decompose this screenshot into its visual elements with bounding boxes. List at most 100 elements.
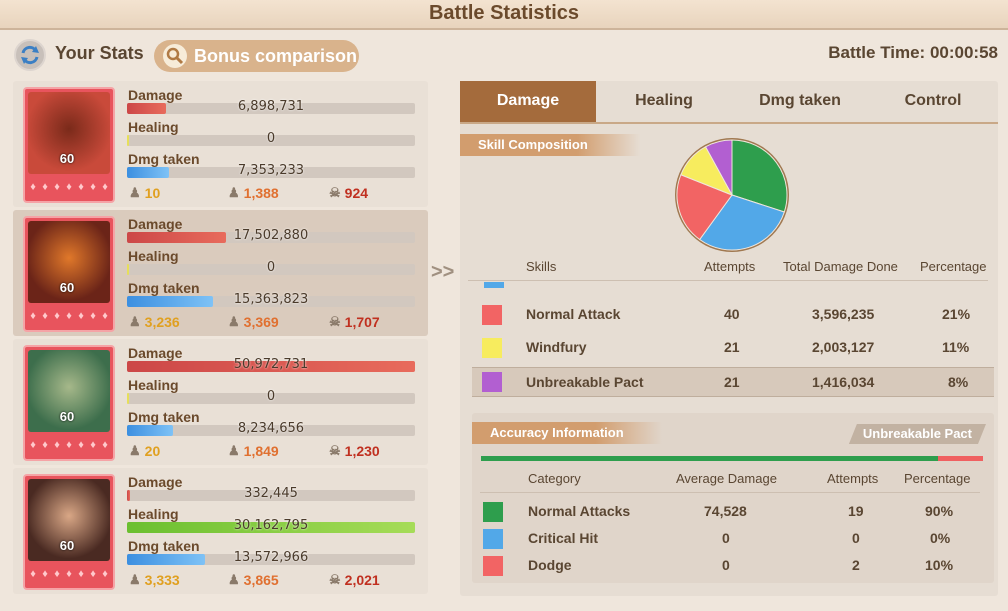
attempts-col-header: Attempts [827, 471, 879, 486]
accuracy-divider [480, 492, 980, 493]
category-name: Critical Hit [528, 530, 599, 546]
dmg-taken-bar: 7,353,233 [127, 163, 415, 178]
total-damage-col-header: Total Damage Done [783, 259, 898, 274]
category-swatch [483, 556, 503, 576]
skill-attempts: 40 [724, 306, 740, 322]
category-name: Dodge [528, 557, 572, 573]
tab-control[interactable]: Control [904, 92, 962, 109]
skill-attempts: 21 [724, 374, 740, 390]
pie-slice [676, 174, 733, 241]
hero-portrait[interactable]: 60 ♦ ♦ ♦ ♦ ♦ ♦ ♦ [23, 474, 115, 590]
skill-row[interactable]: Normal Attack 40 3,596,235 21% [472, 300, 994, 330]
star-icon: ♦ [102, 568, 108, 580]
skill-name: Normal Attack [526, 306, 621, 322]
assists-stat: ☠ 1,707 [329, 314, 380, 330]
kills-value: 3,236 [144, 314, 180, 330]
dmg-taken-label: Dmg taken [128, 280, 200, 296]
star-icon: ♦ [66, 310, 72, 322]
attempts: 2 [852, 557, 860, 573]
skill-attempts: 21 [724, 339, 740, 355]
skill-damage: 1,416,034 [812, 374, 875, 390]
dmg-taken-value: 7,353,233 [237, 163, 305, 178]
percentage: 10% [925, 557, 954, 573]
dmg-taken-bar-fill [127, 425, 174, 436]
star-icon: ♦ [54, 439, 60, 451]
skill-row[interactable]: Windfury 21 2,003,127 11% [472, 333, 994, 363]
hero-row[interactable]: 60 ♦ ♦ ♦ ♦ ♦ ♦ ♦ Damage 6,898,731 Healing 0 Dm… [13, 81, 428, 207]
hero-avatar [28, 350, 110, 432]
healing-value: 30,162,795 [233, 518, 309, 533]
accuracy-row: Dodge 0 2 10% [472, 553, 994, 579]
tab-damage[interactable]: Damage [460, 81, 596, 123]
skill-row-selected[interactable]: Unbreakable Pact 21 1,416,034 8% [472, 367, 994, 397]
skill-percentage: 21% [942, 306, 971, 322]
dmg-taken-label: Dmg taken [128, 151, 200, 167]
assists-value: 1,707 [344, 314, 380, 330]
page-title: Battle Statistics [428, 2, 580, 24]
dmg-taken-bar: 13,572,966 [127, 550, 415, 565]
category-name: Normal Attacks [528, 503, 631, 519]
healing-value: 0 [266, 389, 276, 404]
skill-damage: 3,596,235 [812, 306, 875, 322]
hero-avatar [28, 479, 110, 561]
star-icon: ♦ [30, 181, 36, 193]
dmg-taken-bar-fill [127, 554, 205, 565]
hero-row[interactable]: 60 ♦ ♦ ♦ ♦ ♦ ♦ ♦ Damage 17,502,880 Healing 0 D… [13, 210, 428, 336]
hero-portrait[interactable]: 60 ♦ ♦ ♦ ♦ ♦ ♦ ♦ [23, 87, 115, 203]
kills-value: 3,333 [144, 572, 180, 588]
percentage-col-header: Percentage [904, 471, 971, 486]
kills-stat: ♟ 20 [129, 443, 160, 459]
skill-swatch [482, 338, 502, 358]
accuracy-row: Critical Hit 0 0 0% [472, 526, 994, 552]
tab-divider [460, 122, 998, 124]
deaths-value: 3,865 [243, 572, 279, 588]
dmg-taken-value: 8,234,656 [237, 421, 305, 436]
kills-stat: ♟ 3,236 [129, 314, 180, 330]
hero-silhouette-icon: ♟ [129, 443, 141, 458]
star-icon: ♦ [42, 310, 48, 322]
healing-bar-fill [127, 522, 415, 533]
star-icon: ♦ [78, 568, 84, 580]
scrolled-row-partial [472, 282, 994, 290]
accuracy-info-tag: Accuracy Information [472, 422, 662, 444]
bonus-comparison-button[interactable]: Bonus comparison [154, 40, 359, 72]
damage-bar: 6,898,731 [127, 99, 415, 114]
accuracy-bar [481, 456, 983, 461]
skills-divider [468, 280, 988, 281]
tab-dmg-taken[interactable]: Dmg taken [759, 92, 841, 109]
healing-bar-fill [127, 135, 129, 146]
star-icon: ♦ [42, 181, 48, 193]
healing-bar: 0 [127, 131, 415, 146]
dmg-taken-value: 13,572,966 [233, 550, 309, 565]
skull-icon: ☠ [329, 443, 341, 458]
hero-portrait[interactable]: 60 ♦ ♦ ♦ ♦ ♦ ♦ ♦ [23, 216, 115, 332]
healing-value: 0 [266, 131, 276, 146]
category-col-header: Category [528, 471, 581, 486]
refresh-icon[interactable] [14, 39, 46, 71]
star-icon: ♦ [42, 568, 48, 580]
attempts-col-header: Attempts [704, 259, 756, 274]
assists-value: 924 [344, 185, 369, 201]
hero-level: 60 [59, 409, 75, 424]
hero-avatar [28, 221, 110, 303]
assists-value: 1,230 [344, 443, 380, 459]
attempts: 0 [852, 530, 860, 546]
star-icon: ♦ [30, 439, 36, 451]
hero-row[interactable]: 60 ♦ ♦ ♦ ♦ ♦ ♦ ♦ Damage 50,972,731 Healing 0 D… [13, 339, 428, 465]
star-icon: ♦ [90, 439, 96, 451]
damage-label: Damage [128, 345, 183, 361]
dmg-taken-bar-fill [127, 167, 169, 178]
hero-row[interactable]: 60 ♦ ♦ ♦ ♦ ♦ ♦ ♦ Damage 332,445 Healing 30,162… [13, 468, 428, 594]
damage-label: Damage [128, 216, 183, 232]
hero-portrait[interactable]: 60 ♦ ♦ ♦ ♦ ♦ ♦ ♦ [23, 345, 115, 461]
tab-healing[interactable]: Healing [635, 92, 693, 109]
kills-stat: ♟ 3,333 [129, 572, 180, 588]
healing-label: Healing [128, 377, 179, 393]
damage-label: Damage [128, 87, 183, 103]
hero-level: 60 [59, 151, 75, 166]
healing-label: Healing [128, 506, 179, 522]
deaths-value: 3,369 [243, 314, 279, 330]
your-stats-tab[interactable]: Your Stats [55, 43, 144, 63]
attempts: 19 [848, 503, 864, 519]
dmg-taken-bar-fill [127, 296, 214, 307]
